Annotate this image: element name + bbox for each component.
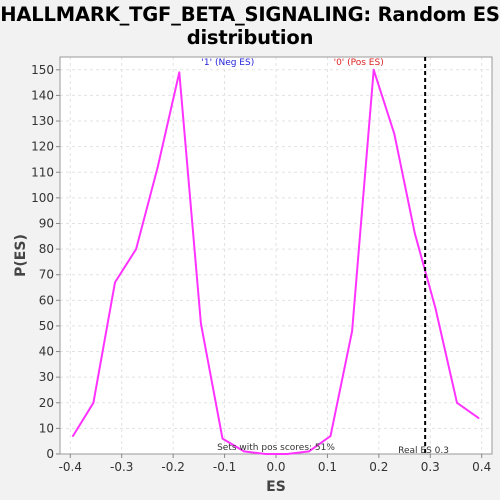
- y-tick-label: 10: [39, 421, 54, 435]
- y-tick-label: 140: [31, 88, 54, 102]
- x-tick-label: 0.0: [266, 460, 285, 474]
- data-point: [329, 435, 332, 437]
- y-tick-label: 90: [39, 216, 54, 230]
- x-tick-label: -0.1: [213, 460, 236, 474]
- x-tick-label: -0.4: [59, 460, 82, 474]
- y-tick-label: 40: [39, 345, 54, 359]
- y-tick-label: 0: [46, 447, 54, 461]
- data-point: [456, 401, 458, 404]
- data-point: [114, 281, 116, 284]
- y-tick-label: 120: [31, 140, 54, 154]
- y-tick-label: 50: [39, 319, 54, 333]
- pos-scores-annotation: Sets with pos scores: 51%: [217, 443, 335, 453]
- real-es-label: Real ES 0.3: [398, 446, 449, 456]
- y-tick-label: 70: [39, 268, 54, 282]
- x-tick-label: -0.2: [161, 460, 184, 474]
- data-point: [178, 71, 181, 74]
- data-point: [135, 248, 138, 250]
- x-tick-label: 0.1: [318, 460, 337, 474]
- pos-es-annotation: '0' (Pos ES): [334, 58, 384, 68]
- data-point: [413, 232, 416, 235]
- data-point: [92, 401, 95, 404]
- x-tick-label: 0.2: [369, 460, 388, 474]
- real-es-group: Real ES 0.3: [398, 57, 449, 456]
- y-tick-label: 110: [31, 165, 54, 179]
- data-point: [71, 435, 74, 437]
- data-point: [308, 450, 310, 453]
- data-point: [221, 437, 224, 440]
- y-tick-label: 130: [31, 114, 54, 128]
- y-tick-label: 100: [31, 191, 54, 205]
- data-point: [200, 322, 202, 325]
- x-axis-label: ES: [266, 479, 286, 495]
- annotations: '1' (Neg ES) '0' (Pos ES) Sets with pos sc…: [201, 58, 383, 453]
- series-group: [71, 68, 480, 455]
- data-point: [434, 307, 437, 309]
- series-line: [72, 68, 480, 455]
- x-tick-label: 0.3: [421, 460, 440, 474]
- grid: [60, 57, 492, 455]
- data-point: [264, 453, 267, 455]
- y-tick-label: 20: [39, 396, 54, 410]
- chart-title-line-1: HALLMARK_TGF_BETA_SIGNALING: Random ES: [0, 3, 500, 26]
- data-point: [156, 166, 159, 169]
- ticks: 0 10 20 30 40 50 60 70 80 90 100 110 120 130 140 150 -0.…: [31, 63, 491, 474]
- y-tick-label: 80: [39, 242, 54, 256]
- neg-es-annotation: '1' (Neg ES): [201, 58, 254, 68]
- y-tick-label: 150: [31, 63, 54, 77]
- chart-title-line-2: distribution: [186, 26, 314, 49]
- y-tick-label: 60: [39, 293, 54, 307]
- data-point: [372, 68, 375, 71]
- x-tick-label: 0.4: [472, 460, 491, 474]
- data-point: [351, 330, 354, 332]
- x-tick-label: -0.3: [110, 460, 133, 474]
- data-point: [393, 132, 396, 135]
- data-point: [477, 417, 480, 420]
- y-axis-label: P(ES): [13, 234, 29, 277]
- data-point: [243, 450, 246, 453]
- data-point: [286, 453, 289, 455]
- y-tick-label: 30: [39, 370, 54, 384]
